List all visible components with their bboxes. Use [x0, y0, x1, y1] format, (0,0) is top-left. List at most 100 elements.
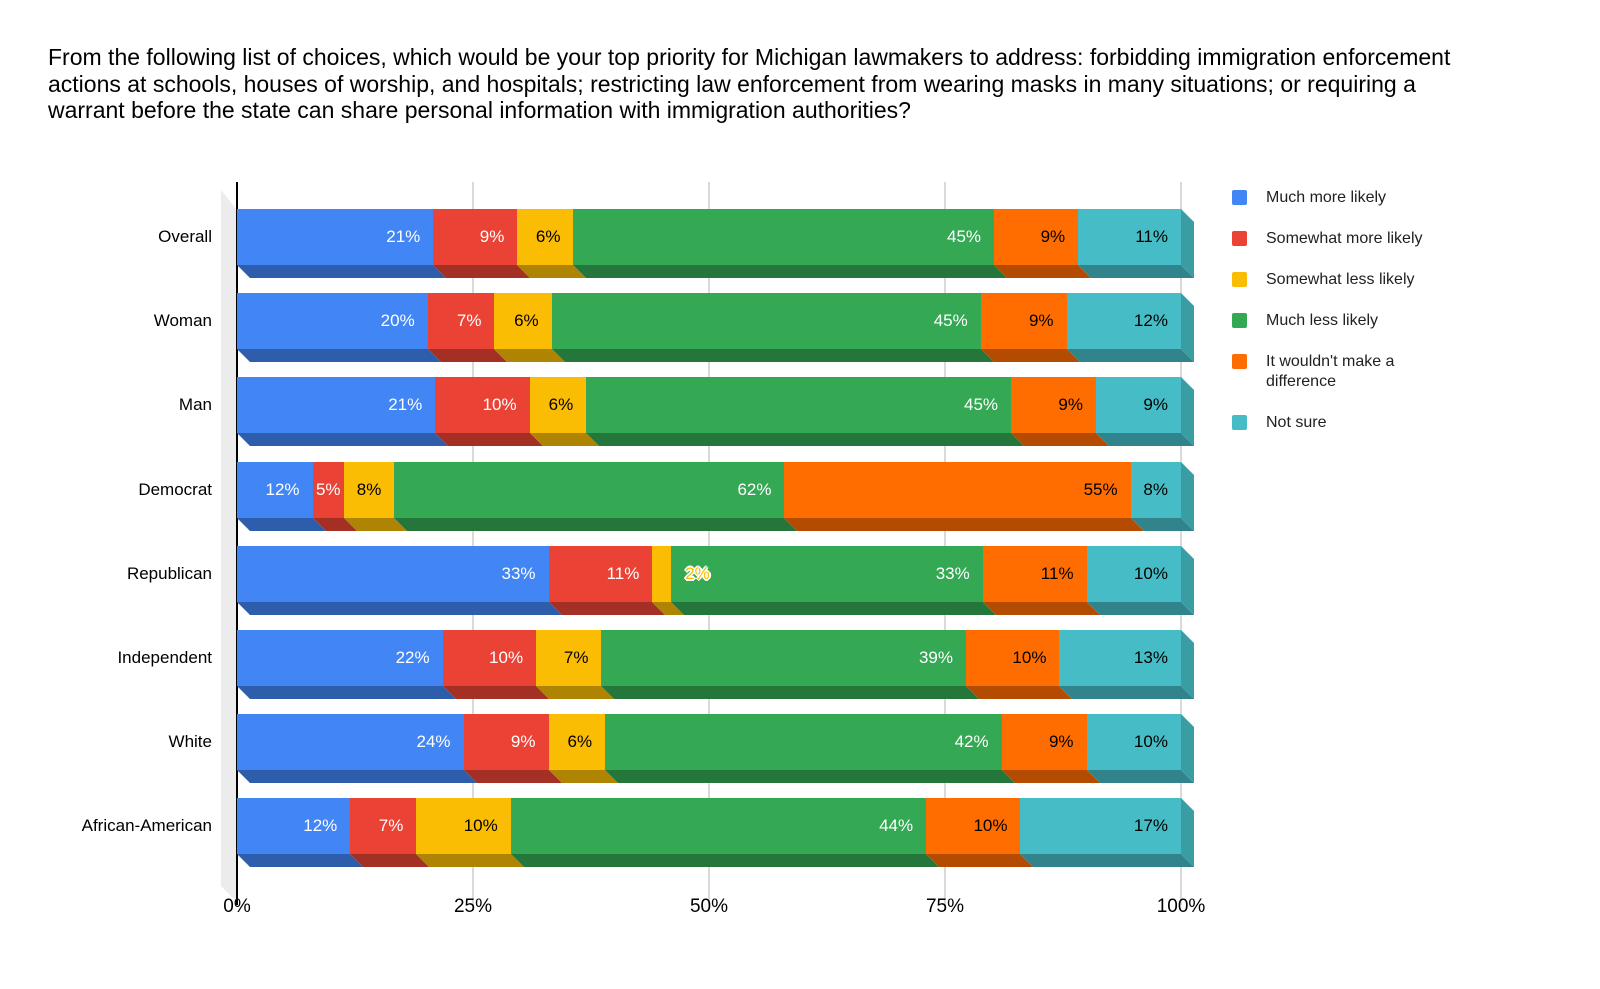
- bar-row: 20% 7% 6% 45% 9% 12%: [237, 293, 1194, 363]
- bar-segment-depth: [394, 517, 798, 531]
- bar-segment: 9%: [463, 714, 549, 771]
- bar-segment-label: 6%: [567, 732, 593, 752]
- bar-segment-label: 39%: [918, 648, 953, 667]
- bar-segment-label: 44%: [879, 816, 914, 836]
- bar-segment-depth: [994, 265, 1092, 278]
- bar-segment-depth: [1059, 686, 1194, 699]
- bar-segment-depth: [1086, 770, 1194, 784]
- bar-row: 24% 9% 6% 42% 9% 10%: [237, 714, 1194, 784]
- bar-segment: 62%: [394, 461, 785, 518]
- bar-segment: 12%: [237, 798, 351, 855]
- bar-segment: 13%: [1059, 630, 1181, 686]
- bar-segment-label: 21%: [386, 227, 421, 246]
- bar-segment-depth: [427, 349, 508, 363]
- bar-end-cap-3d: [1181, 293, 1194, 363]
- legend-swatch: [1232, 272, 1247, 287]
- bar-segment-depth: [965, 686, 1073, 699]
- bar-depth-3d: [237, 265, 1194, 278]
- bar-segment-depth: [1086, 601, 1194, 615]
- bar-segment: 20%: [237, 293, 428, 350]
- bar-segment: 33%: [671, 545, 983, 602]
- x-tick-label: 0%: [223, 896, 251, 917]
- bar-depth-3d: [237, 854, 1194, 868]
- legend: Much more likely Somewhat more likely Some…: [1232, 188, 1434, 433]
- bar-segment-label: 21%: [388, 395, 423, 415]
- bar-segment-label: 6%: [548, 395, 574, 415]
- bar-segment-label: 10%: [973, 816, 1008, 836]
- bar-segment: 10%: [926, 798, 1021, 855]
- bar-segment: 2%: [652, 545, 710, 602]
- bar-row: 12% 7% 10% 44% 10% 17%: [237, 798, 1194, 868]
- bar-segment-label: 7%: [563, 648, 589, 667]
- bar-segment: 33%: [237, 545, 549, 602]
- bar-segment-label: 45%: [933, 311, 968, 331]
- bar-segment-depth: [605, 770, 1015, 784]
- x-tick-label: 50%: [689, 896, 729, 917]
- bar-segment: 17%: [1020, 798, 1181, 855]
- bar-segment-label: 9%: [1143, 395, 1168, 415]
- bar-segment-label: 13%: [1133, 648, 1168, 667]
- bar-row: 33% 11% 2% 33% 11% 10%: [237, 545, 1194, 615]
- bar-segment-depth: [784, 517, 1144, 531]
- bar-segment-label: 2%: [685, 563, 710, 583]
- bar-depth-3d: [237, 601, 1194, 615]
- bar-segment-label: 11%: [606, 563, 640, 583]
- legend-label: Much more likely: [1266, 189, 1387, 206]
- bar-segment-depth: [237, 433, 449, 447]
- bar-segment-label: 8%: [1143, 479, 1168, 499]
- bar-segment: 12%: [1066, 293, 1181, 350]
- x-tick-label: 75%: [925, 896, 965, 917]
- bar-segment-label: 9%: [1028, 311, 1054, 331]
- bar-segment: 7%: [427, 293, 495, 350]
- legend-item: Somewhat more likely: [1232, 229, 1434, 249]
- bar-segment-label: 42%: [954, 732, 989, 752]
- legend-item: Much more likely: [1232, 188, 1434, 208]
- bar-segment: 21%: [237, 209, 434, 265]
- bar-segment: 10%: [1086, 714, 1181, 771]
- bar-segment: 6%: [494, 293, 552, 350]
- legend-label: It wouldn't make a difference: [1266, 353, 1395, 390]
- bar-segment-depth: [1020, 854, 1194, 868]
- bar-segment-depth: [435, 433, 543, 447]
- bar-segment-depth: [982, 601, 1100, 615]
- bar-segment: 39%: [601, 630, 966, 686]
- bar-segment-label: 11%: [1040, 563, 1074, 583]
- bar-segment: 7%: [350, 798, 417, 855]
- category-label: Overall: [158, 227, 212, 246]
- bar-segment-label: 9%: [1058, 395, 1083, 415]
- bar-segment-depth: [463, 770, 562, 784]
- bar-depth-3d: [237, 349, 1194, 363]
- bar-segment: 9%: [1011, 377, 1096, 434]
- bar-segment-label: 12%: [1133, 311, 1168, 331]
- legend-swatch: [1232, 415, 1247, 430]
- bar-segment-label: 45%: [947, 227, 982, 246]
- bar-segment: 8%: [1130, 461, 1181, 518]
- bar-segment-label: 9%: [1048, 732, 1074, 752]
- bar-segment-depth: [237, 770, 477, 784]
- bar-segment: 44%: [510, 798, 927, 855]
- category-label: Man: [178, 395, 212, 415]
- bar-segment: 42%: [605, 714, 1002, 771]
- bar-segment-label: 33%: [935, 563, 970, 583]
- bar-segment-depth: [237, 686, 456, 699]
- gridline: [1180, 182, 1182, 905]
- bar-segment-label: 5%: [315, 479, 341, 499]
- legend-label: Not sure: [1266, 414, 1327, 431]
- bar-segment: 22%: [237, 630, 443, 686]
- bar-segment-depth: [586, 433, 1025, 447]
- bar-segment: 9%: [1001, 714, 1087, 771]
- bar-segment: 11%: [982, 545, 1087, 602]
- x-tick-label: 25%: [453, 896, 493, 917]
- legend-item: Somewhat less likely: [1232, 270, 1434, 290]
- bar-end-cap-3d: [1181, 545, 1194, 615]
- bar-end-cap-3d: [1181, 461, 1194, 531]
- bar-segment: 6%: [529, 377, 587, 434]
- bar-segment-label: 45%: [964, 395, 999, 415]
- legend-item: Much less likely: [1232, 311, 1434, 331]
- bar-segment-depth: [1001, 770, 1100, 784]
- bar-row: 12% 5% 8% 62% 55% 8%: [237, 461, 1194, 531]
- legend-swatch: [1232, 231, 1247, 246]
- bar-segment-label: 24%: [416, 732, 451, 752]
- legend-label: Somewhat less likely: [1266, 271, 1415, 288]
